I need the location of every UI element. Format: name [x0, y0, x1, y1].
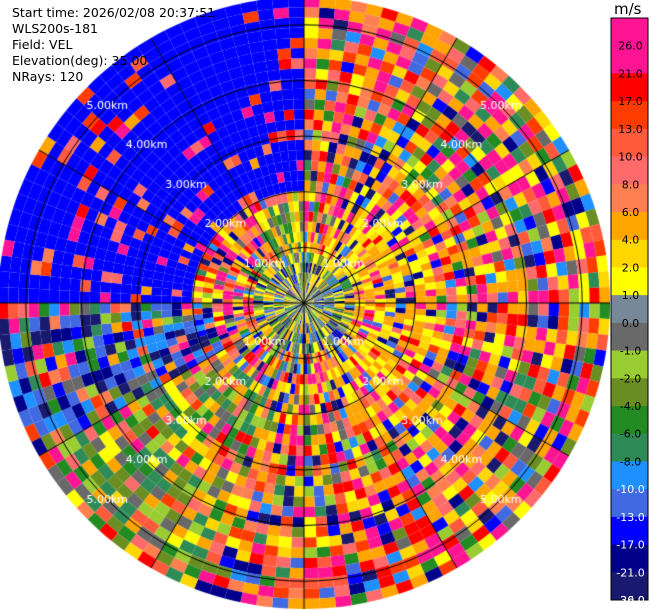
- start-time-label: Start time: 2026/02/08 20:37:51: [12, 5, 216, 20]
- nrays-label: NRays: 120: [12, 69, 84, 84]
- colorbar-swatch: [611, 322, 648, 352]
- colorbar-tick-label: 1.0: [622, 289, 640, 302]
- elevation-label: Elevation(deg): 35.00: [12, 53, 148, 68]
- colorbar-tick-label: -30.0: [616, 594, 644, 607]
- colorbar-tick-label: 10.0: [618, 151, 643, 164]
- colorbar-swatch: [611, 350, 648, 379]
- colorbar-tick-label: 0.0: [622, 317, 640, 330]
- colorbar-tick-label: 4.0: [622, 234, 640, 247]
- colorbar-tick-label: 21.0: [618, 67, 643, 80]
- colorbar-tick-label: 8.0: [622, 178, 640, 191]
- colorbar-swatch: [611, 516, 648, 546]
- colorbar-tick-label: -4.0: [620, 400, 641, 413]
- colorbar-swatch: [611, 295, 648, 324]
- colorbar-swatch: [611, 378, 648, 407]
- colorbar-swatch: [611, 18, 648, 47]
- colorbar-tick-label: -10.0: [616, 483, 644, 496]
- field-label: Field: VEL: [12, 37, 73, 52]
- colorbar-tick-label: -6.0: [620, 428, 641, 441]
- colorbar-swatch: [611, 45, 648, 74]
- colorbar-swatch: [611, 489, 648, 518]
- colorbar-frame: [610, 17, 649, 601]
- colorbar-swatch: [611, 101, 648, 130]
- colorbar-tick-label: 2.0: [622, 261, 640, 274]
- colorbar-swatch: [611, 406, 648, 435]
- instrument-label: WLS200s-181: [12, 21, 98, 36]
- colorbar-tick-label: -26.0: [616, 594, 644, 607]
- ppi-velocity-plot: [0, 0, 610, 610]
- colorbar-swatch: [611, 239, 648, 268]
- scan-info: Start time: 2026/02/08 20:37:51 WLS200s-…: [12, 5, 215, 85]
- colorbar-swatch: [611, 184, 648, 213]
- colorbar-swatch: [611, 572, 648, 601]
- colorbar-unit: m/s: [614, 0, 642, 18]
- colorbar-tick-label: 17.0: [618, 95, 643, 108]
- colorbar-tick-label: -1.0: [620, 345, 641, 358]
- colorbar-tick-label: -21.0: [616, 566, 644, 579]
- colorbar-swatch: [611, 73, 648, 102]
- colorbar-tick-label: 26.0: [618, 40, 643, 53]
- colorbar-swatch: [611, 267, 648, 296]
- colorbar-swatch: [611, 544, 648, 573]
- colorbar-tick-label: 13.0: [618, 123, 643, 136]
- colorbar-swatch: [611, 156, 648, 185]
- colorbar-swatch: [611, 212, 648, 241]
- colorbar-swatch: [611, 461, 648, 490]
- colorbar-swatch: [611, 128, 648, 158]
- colorbar-tick-label: -2.0: [620, 372, 641, 385]
- colorbar-tick-label: -17.0: [616, 539, 644, 552]
- colorbar-tick-label: 6.0: [622, 206, 640, 219]
- colorbar-tick-label: -8.0: [620, 455, 641, 468]
- colorbar-tick-label: -13.0: [616, 511, 644, 524]
- colorbar-swatch: [611, 433, 648, 462]
